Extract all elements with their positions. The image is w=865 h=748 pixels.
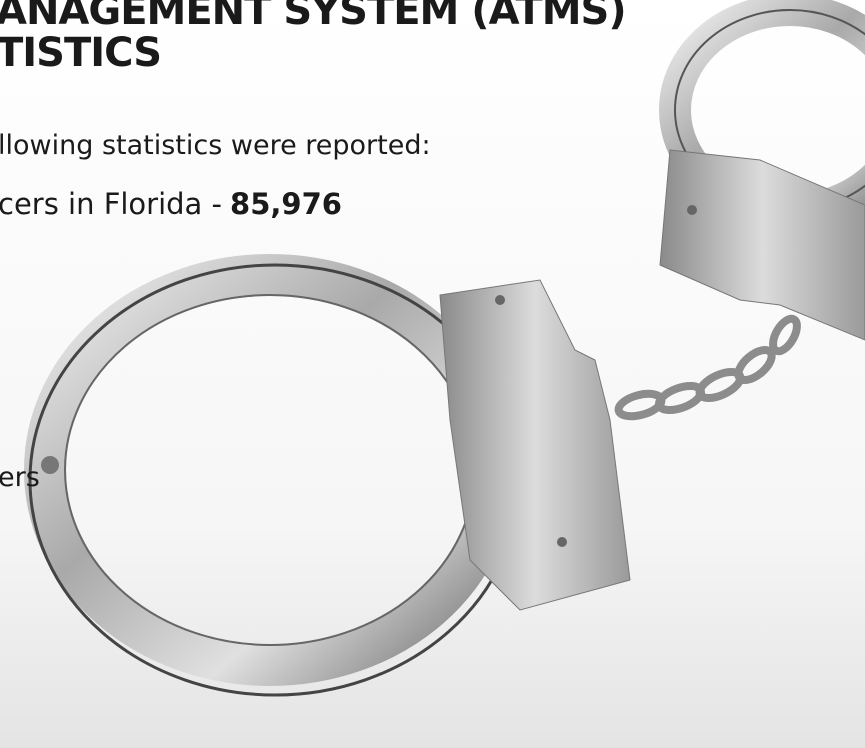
intro-text: llowing statistics were reported: <box>0 130 431 161</box>
chain <box>614 314 801 421</box>
rivet <box>557 537 567 547</box>
title: TISTICS <box>0 30 162 76</box>
rivet <box>41 456 59 474</box>
text-fragment: ers <box>0 462 40 493</box>
stat-label: cers in Florida - <box>0 187 223 221</box>
stat-value: 85,976 <box>230 187 342 221</box>
cuff-lock <box>659 149 865 341</box>
cuff-lock <box>439 279 631 611</box>
rivet <box>687 205 697 215</box>
rivet <box>495 295 505 305</box>
title: ANAGEMENT SYSTEM (ATMS) <box>0 0 627 34</box>
stat-line: cers in Florida -85,976 <box>0 187 342 221</box>
